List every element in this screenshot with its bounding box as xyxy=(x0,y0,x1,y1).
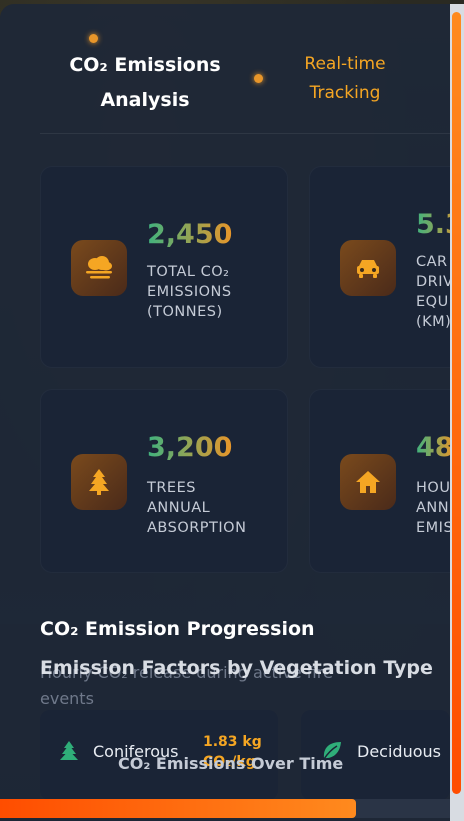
page-title: CO₂ Emissions Analysis xyxy=(65,48,225,118)
badge-line: Real-time xyxy=(304,54,386,74)
vegetation-row-deciduous: Deciduous xyxy=(321,740,441,762)
section-fade xyxy=(0,564,450,624)
stat-card-household-emissions: 48 HOU ANN EMIS xyxy=(309,389,450,573)
pine-tree-icon xyxy=(59,740,79,762)
car-icon xyxy=(340,240,396,296)
stat-card-total-emissions: 2,450 TOTAL CO₂ EMISSIONS (TONNES) xyxy=(40,166,288,368)
badge-line: Tracking xyxy=(309,83,381,103)
vegetation-card-coniferous xyxy=(40,710,278,800)
factor-amount: 1.83 kg xyxy=(203,734,262,750)
vegetation-factor-value: 1.83 kg CO₂/kg xyxy=(203,732,262,772)
progression-title: CO₂ Emission Progression xyxy=(40,618,315,640)
loading-progress-bar xyxy=(0,799,450,818)
vertical-scrollbar[interactable] xyxy=(450,4,464,821)
vegetation-name: Deciduous xyxy=(357,741,441,761)
title-line: CO₂ Emissions xyxy=(69,54,221,76)
progression-subtitle: Hourly CO₂ release during active fire ev… xyxy=(40,663,333,708)
tree-icon xyxy=(71,454,127,510)
stat-value: 48 xyxy=(416,432,450,463)
smog-icon xyxy=(71,240,127,296)
chart-title: CO₂ Emissions Over Time xyxy=(118,754,344,773)
stat-label: TREES ANNUAL ABSORPTION xyxy=(147,480,247,536)
stat-card-car-equivalent: 5.3 CAR DRIV EQU (KM) xyxy=(309,166,450,368)
stat-label: TOTAL CO₂ EMISSIONS (TONNES) xyxy=(147,264,232,320)
vegetation-row-coniferous: Coniferous xyxy=(59,740,179,762)
factor-unit: CO₂/kg xyxy=(203,754,256,770)
vegetation-name: Coniferous xyxy=(93,741,179,761)
progress-fill xyxy=(0,799,356,818)
factors-title: Emission Factors by Vegetation Type xyxy=(40,657,433,679)
stat-label: CAR DRIV EQU (KM) xyxy=(416,254,450,330)
glow-dot xyxy=(254,74,263,83)
leaf-icon xyxy=(321,740,343,762)
stat-value: 3,200 xyxy=(147,432,233,463)
stat-label: HOU ANN EMIS xyxy=(416,480,450,536)
home-icon xyxy=(340,454,396,510)
stat-card-trees-absorption: 3,200 TREES ANNUAL ABSORPTION xyxy=(40,389,288,573)
emissions-panel: CO₂ Emissions Analysis Real-time Trackin… xyxy=(0,4,450,821)
realtime-badge: Real-time Tracking xyxy=(290,50,400,108)
glow-dot xyxy=(89,34,98,43)
scrollbar-thumb[interactable] xyxy=(452,12,461,794)
stat-value: 2,450 xyxy=(147,219,233,250)
panel-header: CO₂ Emissions Analysis Real-time Trackin… xyxy=(40,4,450,134)
title-line: Analysis xyxy=(100,89,190,111)
stat-value: 5.3 xyxy=(416,209,450,240)
